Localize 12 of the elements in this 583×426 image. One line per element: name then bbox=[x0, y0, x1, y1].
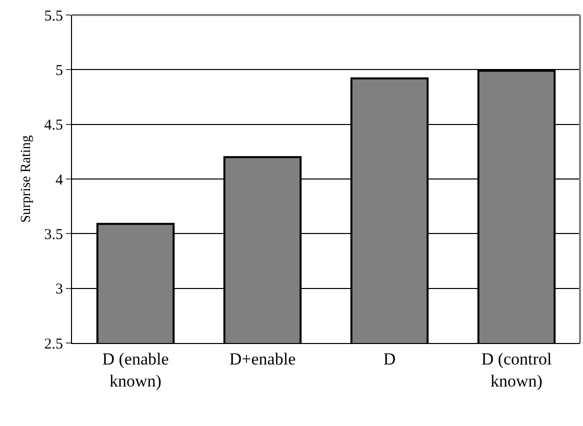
y-tick-label: 4.5 bbox=[44, 118, 63, 134]
y-tick-label: 3.5 bbox=[44, 226, 63, 243]
y-tick-label: 2.5 bbox=[44, 336, 63, 352]
x-tick-label: D+enable bbox=[229, 349, 296, 368]
y-axis-title: Surprise Rating bbox=[18, 135, 34, 223]
y-tick-label: 4 bbox=[56, 172, 64, 188]
x-tick-label: D bbox=[383, 349, 396, 368]
y-tick-label: 3 bbox=[56, 282, 63, 298]
y-tick-label: 5.5 bbox=[44, 8, 63, 24]
x-tick-label: D (enable known) bbox=[102, 349, 169, 390]
x-tick-label: D (control known) bbox=[481, 349, 552, 390]
y-tick-label: 5 bbox=[56, 62, 63, 79]
